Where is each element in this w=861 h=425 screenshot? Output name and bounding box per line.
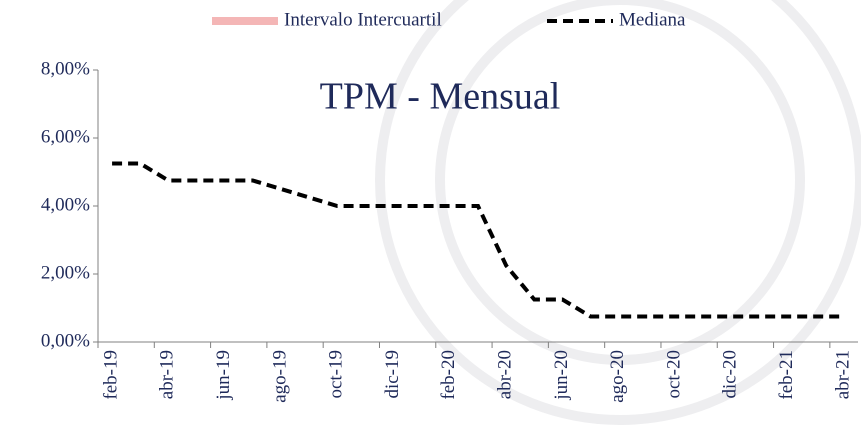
x-tick-label: jun-20 <box>551 350 572 401</box>
y-tick-label: 2,00% <box>41 262 90 283</box>
x-tick-label: abr-21 <box>832 350 853 399</box>
x-tick-label: oct-19 <box>326 350 347 399</box>
x-tick-label: jun-19 <box>213 350 234 401</box>
line <box>112 161 844 319</box>
x-tick-label: oct-20 <box>663 350 684 399</box>
y-tick-label: 8,00% <box>41 58 90 79</box>
y-tick-label: 6,00% <box>41 126 90 147</box>
legend-label: Mediana <box>619 9 686 30</box>
x-tick-label: abr-19 <box>157 350 178 399</box>
x-tick-label: dic-19 <box>382 350 403 399</box>
x-tick-label: feb-19 <box>100 350 121 400</box>
watermark <box>375 0 861 425</box>
x-tick-label: dic-20 <box>720 350 741 399</box>
legend-label: Intervalo Intercuartil <box>284 9 442 30</box>
x-tick-label: feb-20 <box>438 350 459 400</box>
x-tick-label: abr-20 <box>495 350 516 399</box>
y-tick-label: 0,00% <box>41 330 90 351</box>
x-tick-label: feb-21 <box>776 350 797 400</box>
x-tick-label: ago-20 <box>607 350 628 403</box>
legend-swatch <box>212 17 278 25</box>
y-tick-label: 4,00% <box>41 194 90 215</box>
chart-title: TPM - Mensual <box>320 76 561 118</box>
x-tick-label: ago-19 <box>269 350 290 403</box>
